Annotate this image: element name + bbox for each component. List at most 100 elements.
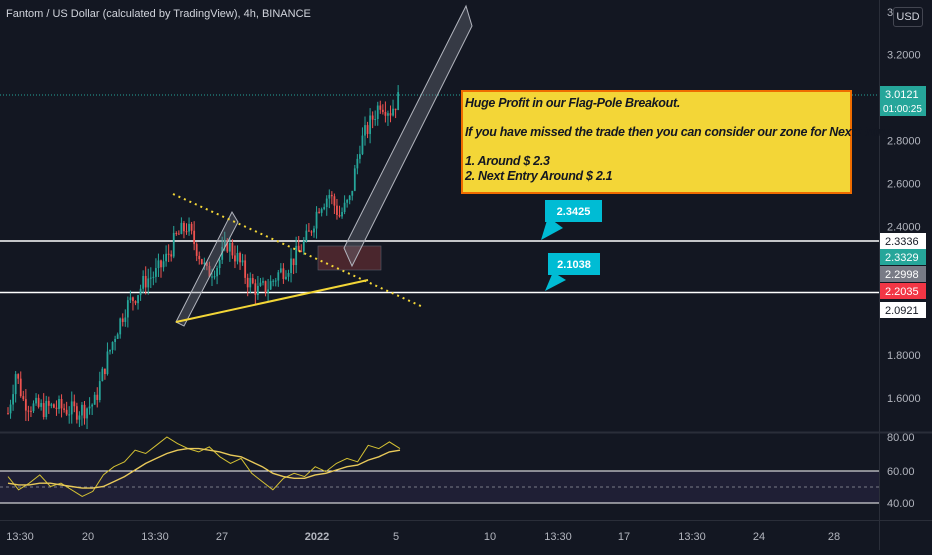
candle-body bbox=[397, 92, 400, 111]
candle-body bbox=[218, 259, 221, 269]
candle-body bbox=[264, 281, 267, 293]
candle-body bbox=[81, 404, 83, 416]
candle-body bbox=[305, 230, 308, 242]
candle-body bbox=[63, 408, 65, 410]
y-tick-label: 2.4000 bbox=[887, 221, 921, 233]
candle-body bbox=[274, 280, 277, 282]
candle-body bbox=[177, 233, 180, 235]
price-label: 2.3336 bbox=[885, 236, 919, 248]
callout-box bbox=[545, 200, 602, 222]
rsi-tick-label: 60.00 bbox=[887, 466, 915, 478]
candle-body bbox=[259, 282, 262, 286]
candle-body bbox=[88, 406, 91, 409]
candle-body bbox=[203, 262, 206, 265]
price-label-bg bbox=[880, 233, 926, 249]
x-tick-label: 10 bbox=[484, 531, 496, 543]
rsi-tick-label: 80.00 bbox=[887, 432, 915, 444]
candle-body bbox=[336, 205, 338, 216]
candle-body bbox=[12, 394, 14, 405]
candle-body bbox=[325, 198, 328, 208]
candle-body bbox=[104, 368, 106, 375]
candle-body bbox=[381, 109, 384, 112]
candle-body bbox=[228, 243, 231, 252]
candle-body bbox=[236, 252, 239, 262]
y-tick-label: 1.6000 bbox=[887, 393, 921, 405]
flag-resistance-line bbox=[172, 193, 424, 308]
candle-body bbox=[302, 241, 305, 252]
candle-body bbox=[167, 253, 170, 255]
candle-body bbox=[53, 404, 55, 408]
candle-body bbox=[216, 268, 218, 277]
y-ticks-group: 3.2000 2.8000 2.6000 2.4000 1.8000 1.6000 3 80.… bbox=[887, 7, 921, 510]
candle-body bbox=[193, 230, 196, 245]
candle-body bbox=[318, 211, 320, 213]
candle-body bbox=[129, 297, 132, 301]
candle-body bbox=[376, 105, 379, 119]
candle-body bbox=[190, 223, 193, 231]
candle-body bbox=[152, 276, 155, 278]
price-label-bg bbox=[880, 283, 926, 299]
note-line-4: 2. Next Entry Around $ 2.1 bbox=[465, 169, 613, 183]
price-label: 2.0921 bbox=[885, 305, 919, 317]
candle-body bbox=[269, 281, 272, 290]
candle-body bbox=[139, 288, 142, 296]
candle-body bbox=[277, 272, 280, 281]
candle-body bbox=[47, 400, 50, 406]
x-tick-label: 5 bbox=[393, 531, 399, 543]
candle-body bbox=[226, 240, 229, 252]
candle-body bbox=[394, 108, 397, 111]
candle-body bbox=[292, 258, 295, 266]
candle-body bbox=[9, 404, 12, 414]
candle-body bbox=[170, 254, 173, 257]
candle-body bbox=[320, 209, 323, 213]
candle-body bbox=[239, 252, 241, 263]
callout-box bbox=[548, 253, 600, 275]
candle-body bbox=[86, 408, 88, 419]
candle-body bbox=[371, 115, 374, 120]
candle-body bbox=[24, 399, 27, 411]
candle-body bbox=[160, 260, 162, 268]
candle-body bbox=[338, 215, 341, 217]
candle-body bbox=[70, 401, 73, 415]
candle-body bbox=[37, 397, 40, 407]
candle-body bbox=[231, 243, 234, 256]
price-label-bg bbox=[880, 249, 926, 265]
candle-body bbox=[35, 397, 37, 404]
candle-body bbox=[106, 351, 109, 375]
candle-body bbox=[109, 349, 111, 352]
candle-body bbox=[361, 135, 364, 155]
candle-body bbox=[65, 409, 68, 415]
candle-body bbox=[121, 318, 124, 322]
candle-body bbox=[310, 231, 313, 233]
x-tick-label: 28 bbox=[828, 531, 840, 543]
currency-button[interactable]: USD bbox=[893, 7, 923, 27]
candle-body bbox=[55, 407, 58, 409]
candle-body bbox=[188, 223, 190, 232]
candle-body bbox=[93, 394, 96, 405]
candle-body bbox=[297, 245, 300, 251]
candle-body bbox=[180, 222, 183, 234]
note-line-3: 1. Around $ 2.3 bbox=[465, 154, 550, 168]
x-tick-label: 17 bbox=[618, 531, 630, 543]
candle-body bbox=[387, 113, 389, 116]
candle-body bbox=[30, 410, 32, 412]
x-tick-label: 13:30 bbox=[6, 531, 34, 543]
candle-body bbox=[257, 285, 259, 296]
candle-body bbox=[40, 403, 43, 407]
candle-body bbox=[172, 233, 175, 257]
candle-body bbox=[208, 265, 211, 277]
candle-body bbox=[91, 404, 94, 407]
candle-body bbox=[116, 334, 119, 339]
candle-body bbox=[341, 211, 343, 217]
callout-pointer-1 bbox=[541, 217, 563, 240]
candle-body bbox=[149, 277, 152, 279]
candle-body bbox=[356, 158, 359, 169]
candle-body bbox=[185, 231, 188, 233]
candle-body bbox=[392, 108, 394, 116]
candle-body bbox=[32, 403, 35, 412]
candle-body bbox=[124, 317, 127, 322]
candle-body bbox=[58, 399, 60, 409]
x-tick-label: 2022 bbox=[305, 531, 329, 543]
note-line-1: Huge Profit in our Flag-Pole Breakout. bbox=[465, 96, 681, 110]
